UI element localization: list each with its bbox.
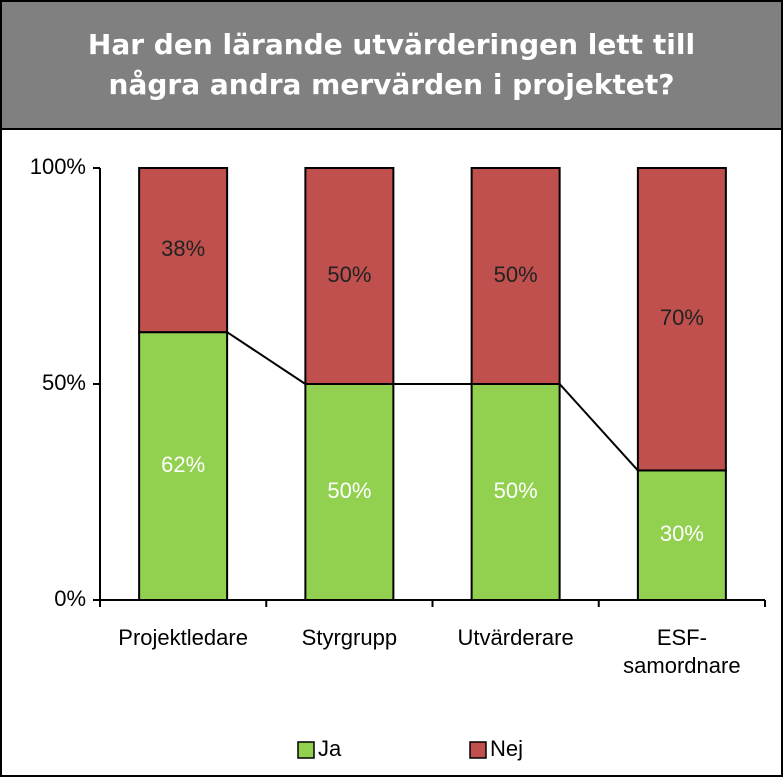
bar (138, 167, 229, 334)
bar (138, 331, 229, 601)
value-label: 50% (327, 478, 371, 503)
y-tick-label: 100% (30, 154, 86, 179)
chart-title: Har den lärande utvärderingen lett till … (87, 28, 696, 101)
y-tick-label: 0% (54, 586, 86, 611)
x-tick-label: Styrgrupp (301, 625, 398, 650)
bar (470, 167, 561, 385)
legend-swatch (469, 741, 487, 759)
value-label: 50% (494, 478, 538, 503)
legend-label: Nej (490, 736, 523, 761)
legend-label: Ja (318, 736, 342, 761)
bar (304, 167, 395, 385)
value-label: 62% (161, 452, 205, 477)
legend-swatch (297, 741, 315, 759)
bar (304, 383, 395, 601)
value-label: 30% (660, 521, 704, 546)
value-label: 70% (660, 305, 704, 330)
series-line (558, 383, 639, 472)
bar (636, 167, 727, 472)
y-tick-label: 50% (42, 370, 86, 395)
value-label: 38% (161, 236, 205, 261)
bar (470, 383, 561, 601)
x-tick-label: Utvärderare (457, 625, 574, 650)
value-label: 50% (327, 262, 371, 287)
x-tick-label: ESF-samordnare (623, 625, 741, 678)
series-line (226, 331, 306, 385)
header: Har den lärande utvärderingen lett till … (2, 2, 781, 130)
value-label: 50% (494, 262, 538, 287)
bar (636, 469, 727, 601)
x-tick-label: Projektledare (118, 625, 248, 650)
